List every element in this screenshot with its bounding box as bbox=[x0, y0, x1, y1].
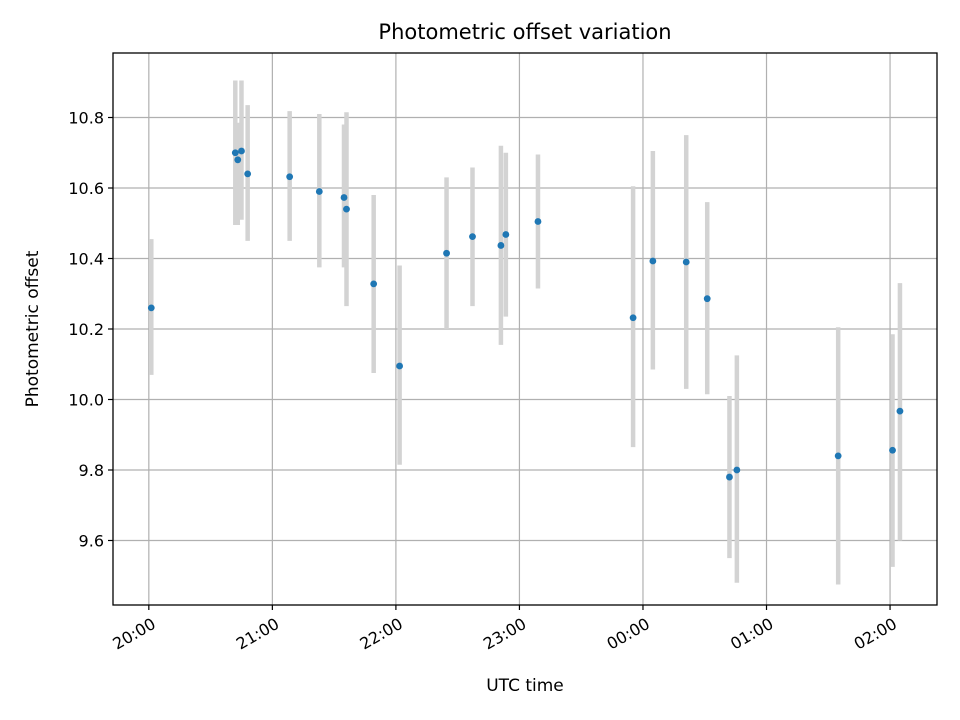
x-tick-label: 23:00 bbox=[480, 614, 529, 654]
data-point bbox=[147, 304, 155, 312]
data-point bbox=[443, 249, 450, 257]
data-point bbox=[629, 314, 637, 322]
data-point bbox=[370, 280, 378, 288]
x-axis-label: UTC time bbox=[486, 676, 564, 696]
data-point bbox=[682, 258, 690, 266]
x-tick-label: 21:00 bbox=[233, 614, 282, 654]
x-tick-label: 00:00 bbox=[604, 614, 653, 654]
y-tick-label: 10.2 bbox=[68, 320, 104, 339]
y-tick-label: 10.8 bbox=[68, 109, 104, 128]
data-point bbox=[286, 173, 294, 181]
y-tick-label: 10.0 bbox=[68, 390, 104, 409]
data-point bbox=[889, 446, 896, 454]
x-tick-label: 01:00 bbox=[727, 614, 776, 654]
data-point bbox=[396, 362, 404, 370]
y-axis-ticks: 9.6 9.8 10.0 10.2 10.4 10.6 10.8 bbox=[68, 109, 113, 550]
x-axis-ticks: 20:00 21:00 22:00 23:00 00:00 01:00 02:00 bbox=[109, 605, 900, 654]
data-point bbox=[469, 233, 476, 241]
y-tick-label: 10.6 bbox=[68, 179, 104, 198]
data-point bbox=[834, 452, 842, 460]
data-point bbox=[231, 149, 239, 157]
data-point bbox=[497, 242, 505, 249]
y-axis-label: Photometric offset bbox=[23, 250, 43, 407]
x-tick-label: 02:00 bbox=[851, 614, 900, 654]
data-point bbox=[315, 188, 323, 195]
x-tick-label: 20:00 bbox=[109, 614, 158, 654]
y-tick-label: 10.4 bbox=[68, 250, 104, 269]
data-point bbox=[343, 205, 350, 213]
data-point bbox=[703, 295, 711, 303]
y-tick-label: 9.8 bbox=[79, 461, 104, 480]
data-point bbox=[896, 407, 904, 415]
error-bars bbox=[149, 80, 903, 585]
data-point bbox=[340, 194, 348, 201]
data-point bbox=[238, 147, 245, 155]
chart-title: Photometric offset variation bbox=[378, 20, 671, 44]
data-point bbox=[244, 170, 252, 178]
y-tick-label: 9.6 bbox=[79, 531, 104, 550]
data-points bbox=[147, 147, 904, 481]
data-point bbox=[234, 156, 242, 164]
data-point bbox=[733, 466, 741, 474]
grid-lines bbox=[113, 53, 937, 605]
data-point bbox=[649, 257, 657, 265]
data-point bbox=[534, 218, 542, 225]
data-point bbox=[726, 473, 733, 481]
data-point bbox=[502, 231, 510, 238]
x-tick-label: 22:00 bbox=[356, 614, 405, 654]
